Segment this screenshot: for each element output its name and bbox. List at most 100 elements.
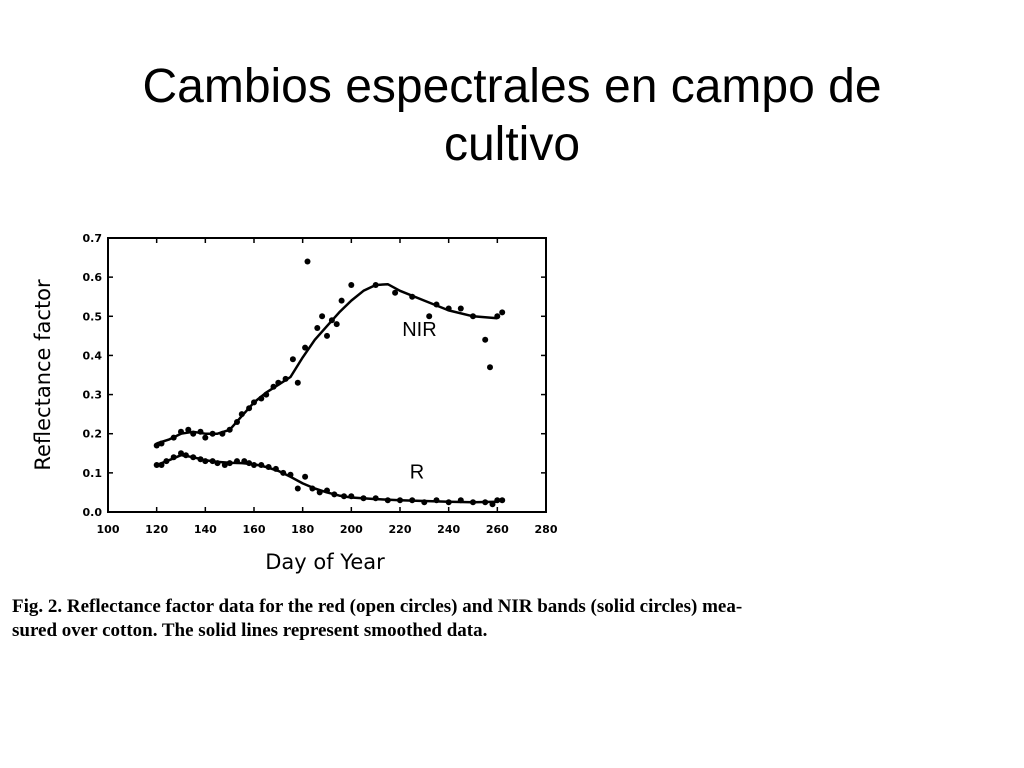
nir-data-point xyxy=(494,313,501,320)
nir-data-point xyxy=(275,379,282,386)
y-axis-title: Reflectance factor xyxy=(31,279,55,471)
r-data-point xyxy=(489,501,496,508)
nir-data-point xyxy=(319,313,326,320)
x-tick-label: 180 xyxy=(291,523,314,536)
r-data-point xyxy=(360,495,367,502)
plot-frame xyxy=(107,237,547,513)
nir-data-point xyxy=(197,428,204,435)
nir-data-point xyxy=(314,325,321,331)
r-data-point xyxy=(294,485,301,492)
r-data-point xyxy=(384,497,391,504)
nir-data-point xyxy=(338,297,345,304)
caption-line-1: Fig. 2. Reflectance factor data for the … xyxy=(12,596,743,617)
slide-title: Cambios espectrales en campo de cultivo xyxy=(0,58,1024,174)
r-data-point xyxy=(163,458,170,465)
nir-data-point xyxy=(246,405,253,412)
x-axis-title: Day of Year xyxy=(265,550,385,574)
r-data-point xyxy=(324,487,330,494)
nir-data-point xyxy=(270,383,277,390)
nir-data-point xyxy=(445,305,452,312)
y-tick-label: 0.1 xyxy=(83,467,103,480)
nir-data-point xyxy=(190,430,197,437)
r-data-point xyxy=(178,450,184,457)
r-data-point xyxy=(202,458,209,465)
nir-data-point xyxy=(226,426,233,433)
nir-data-point xyxy=(426,313,433,320)
nir-data-point xyxy=(392,289,399,296)
y-tick-label: 0.7 xyxy=(83,232,103,245)
nir-data-point xyxy=(348,282,355,288)
r-data-point xyxy=(316,489,323,496)
nir-data-point xyxy=(219,430,226,437)
nir-data-point xyxy=(185,426,192,433)
r-data-point xyxy=(251,462,257,468)
r-data-point xyxy=(258,462,265,468)
nir-data-point xyxy=(202,434,209,441)
nir-data-point xyxy=(258,395,265,402)
x-tick-label: 160 xyxy=(243,523,266,536)
y-tick-label: 0.2 xyxy=(83,428,103,441)
r-data-point xyxy=(170,454,177,461)
r-data-point xyxy=(226,460,233,467)
y-tick-label: 0.6 xyxy=(83,271,103,284)
annotation-r: R xyxy=(410,462,424,484)
r-data-point xyxy=(197,456,204,463)
x-tick-label: 200 xyxy=(340,523,363,536)
nir-data-point xyxy=(294,379,301,386)
x-tick-label: 120 xyxy=(145,523,168,536)
r-data-point xyxy=(265,464,272,470)
nir-data-point xyxy=(178,428,184,435)
nir-data-point xyxy=(158,440,165,447)
nir-data-point xyxy=(289,356,296,363)
slide-title-line-2: cultivo xyxy=(443,118,581,171)
r-data-point xyxy=(190,454,197,461)
nir-data-point xyxy=(482,336,489,343)
r-data-point xyxy=(280,469,287,476)
r-data-point xyxy=(209,458,216,465)
r-data-point xyxy=(246,460,253,467)
nir-data-point xyxy=(282,375,289,382)
nir-data-point xyxy=(499,309,506,316)
r-data-point xyxy=(221,462,228,468)
nir-data-point xyxy=(487,364,493,371)
r-data-point xyxy=(341,493,347,500)
r-data-point xyxy=(409,497,416,504)
nir-data-point xyxy=(457,305,464,312)
slide-title-line-1: Cambios espectrales en campo de xyxy=(142,60,882,113)
x-tick-label: 280 xyxy=(535,523,558,536)
nir-data-point xyxy=(409,293,416,300)
nir-data-point xyxy=(170,434,177,441)
axis-ticks: 100 120 140 160 180 200 220 240 260 280 0.0 0.1 0.2 0… xyxy=(83,232,558,536)
nir-data-point xyxy=(328,317,335,324)
x-tick-label: 220 xyxy=(389,523,412,536)
figure-scan: 100 120 140 160 180 200 220 240 260 280 0.0 0.1 0.2 0… xyxy=(10,200,1022,668)
nir-smoothed-line xyxy=(156,282,498,445)
y-tick-label: 0.4 xyxy=(83,349,103,362)
r-data-point xyxy=(331,491,338,498)
nir-data-point xyxy=(433,301,440,308)
reflectance-chart: 100 120 140 160 180 200 220 240 260 280 0.0 0.1 0.2 0… xyxy=(31,232,558,574)
x-tick-label: 240 xyxy=(437,523,460,536)
r-data-point xyxy=(153,462,160,468)
nir-data-point xyxy=(238,411,245,418)
r-data-point xyxy=(241,458,248,465)
r-data-point xyxy=(494,497,501,504)
nir-data-point xyxy=(234,419,240,425)
r-data-point xyxy=(499,497,506,504)
x-tick-label: 100 xyxy=(97,523,120,536)
r-data-point xyxy=(214,460,221,467)
nir-data-point xyxy=(302,344,309,351)
r-data-point xyxy=(302,473,309,480)
nir-data-point xyxy=(153,442,160,449)
nir-data-point xyxy=(209,430,216,437)
r-data-point xyxy=(470,499,476,506)
r-data-point xyxy=(433,497,440,504)
caption-line-2: sured over cotton. The solid lines repre… xyxy=(12,620,488,641)
r-data-point xyxy=(234,458,240,465)
r-data-point xyxy=(482,499,489,506)
figure-caption: Fig. 2. Reflectance factor data for the … xyxy=(12,595,1012,643)
r-data-point xyxy=(272,465,279,472)
x-tick-label: 260 xyxy=(486,523,509,536)
data-points xyxy=(153,258,506,508)
nir-data-point xyxy=(304,258,311,265)
